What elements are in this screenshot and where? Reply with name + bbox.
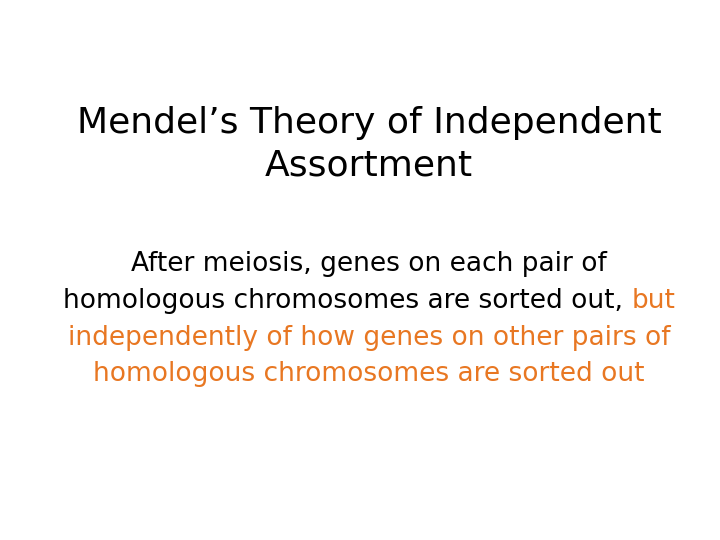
Text: Mendel’s Theory of Independent
Assortment: Mendel’s Theory of Independent Assortmen… (76, 106, 662, 183)
Text: homologous chromosomes are sorted out: homologous chromosomes are sorted out (94, 361, 644, 387)
Text: After meiosis, genes on each pair of: After meiosis, genes on each pair of (131, 252, 607, 278)
Text: independently of how genes on other pairs of: independently of how genes on other pair… (68, 325, 670, 350)
Text: but: but (631, 288, 675, 314)
Text: homologous chromosomes are sorted out,: homologous chromosomes are sorted out, (63, 288, 631, 314)
